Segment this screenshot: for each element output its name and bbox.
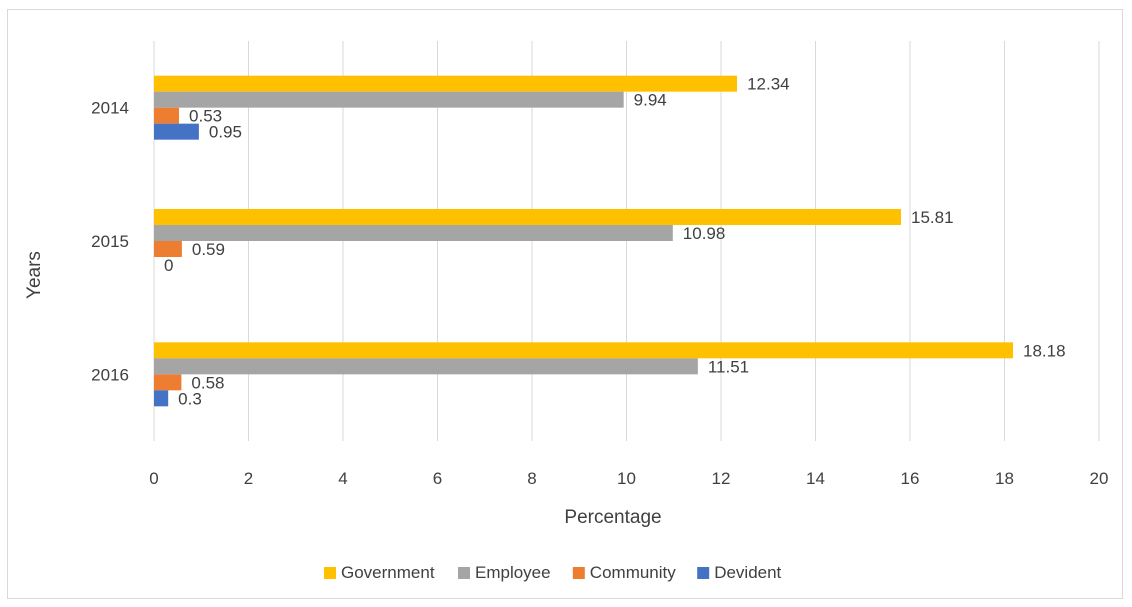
- legend-label-government: Government: [341, 563, 435, 582]
- bar-devident-2016: [154, 390, 169, 407]
- legend-swatch-employee: [458, 567, 470, 579]
- bar-employee-2015: [154, 225, 673, 241]
- data-label-devident-2014: 0.95: [209, 123, 242, 142]
- legend-swatch-government: [324, 567, 336, 579]
- bars: [154, 75, 1014, 407]
- y-tick-label-2015: 2015: [91, 232, 129, 251]
- x-axis-ticks: 0 2 4 6 8 10 12 14 16 18 20: [149, 469, 1108, 488]
- y-axis-ticks: 2014 2015 2016: [91, 99, 129, 385]
- data-label-employee-2016: 11.51: [708, 357, 749, 376]
- bar-community-2016: [154, 374, 182, 391]
- y-axis-title: Years: [24, 251, 45, 299]
- data-label-employee-2014: 9.94: [634, 91, 667, 110]
- bar-employee-2014: [154, 91, 624, 108]
- x-tick-label-4: 4: [338, 469, 347, 488]
- x-tick-label-10: 10: [617, 469, 636, 488]
- data-label-devident-2016: 0.3: [178, 389, 202, 408]
- legend-label-devident: Devident: [714, 563, 781, 582]
- data-label-government-2015: 15.81: [911, 208, 954, 227]
- legend: Government Employee Community Devident: [324, 563, 782, 582]
- bar-devident-2014: [154, 123, 199, 140]
- y-tick-label-2014: 2014: [91, 99, 129, 118]
- data-label-government-2016: 18.18: [1023, 341, 1066, 360]
- x-tick-label-6: 6: [433, 469, 442, 488]
- bar-government-2015: [154, 209, 902, 225]
- data-label-government-2014: 12.34: [747, 75, 790, 94]
- bar-community-2014: [154, 107, 180, 124]
- bar-employee-2016: [154, 358, 698, 375]
- data-label-community-2014: 0.53: [189, 107, 222, 126]
- x-tick-label-12: 12: [712, 469, 731, 488]
- data-labels: 12.34 9.94 0.530.95 15.81 10.98 0.59 0 18.18 11.…: [164, 75, 1066, 409]
- x-tick-label-20: 20: [1090, 469, 1109, 488]
- data-label-employee-2015: 10.98: [683, 224, 726, 243]
- x-tick-label-16: 16: [901, 469, 920, 488]
- legend-swatch-devident: [697, 567, 710, 579]
- data-label-community-2016: 0.58: [191, 373, 224, 392]
- data-label-community-2015: 0.59: [192, 240, 225, 259]
- legend-label-community: Community: [590, 563, 676, 582]
- x-tick-label-14: 14: [806, 469, 825, 488]
- x-tick-label-0: 0: [149, 469, 158, 488]
- chart-frame: 12.34 9.94 0.53 0.95 15.81 10.98 0.59 0 18.18 11.…: [7, 9, 1123, 599]
- x-tick-label-18: 18: [995, 469, 1014, 488]
- legend-swatch-community: [572, 567, 585, 579]
- bar-government-2016: [154, 342, 1014, 359]
- x-tick-label-8: 8: [527, 469, 536, 488]
- legend-label-employee: Employee: [475, 563, 551, 582]
- x-axis-title: Percentage: [564, 507, 661, 528]
- y-tick-label-2016: 2016: [91, 365, 129, 384]
- chart-svg: 12.34 9.94 0.530.95 15.81 10.98 0.59 0 18.18 11.…: [24, 41, 1108, 582]
- bar-government-2014: [154, 75, 738, 92]
- data-label-devident-2015: 0: [164, 256, 173, 275]
- bar-community-2015: [154, 241, 182, 257]
- x-tick-label-2: 2: [244, 469, 253, 488]
